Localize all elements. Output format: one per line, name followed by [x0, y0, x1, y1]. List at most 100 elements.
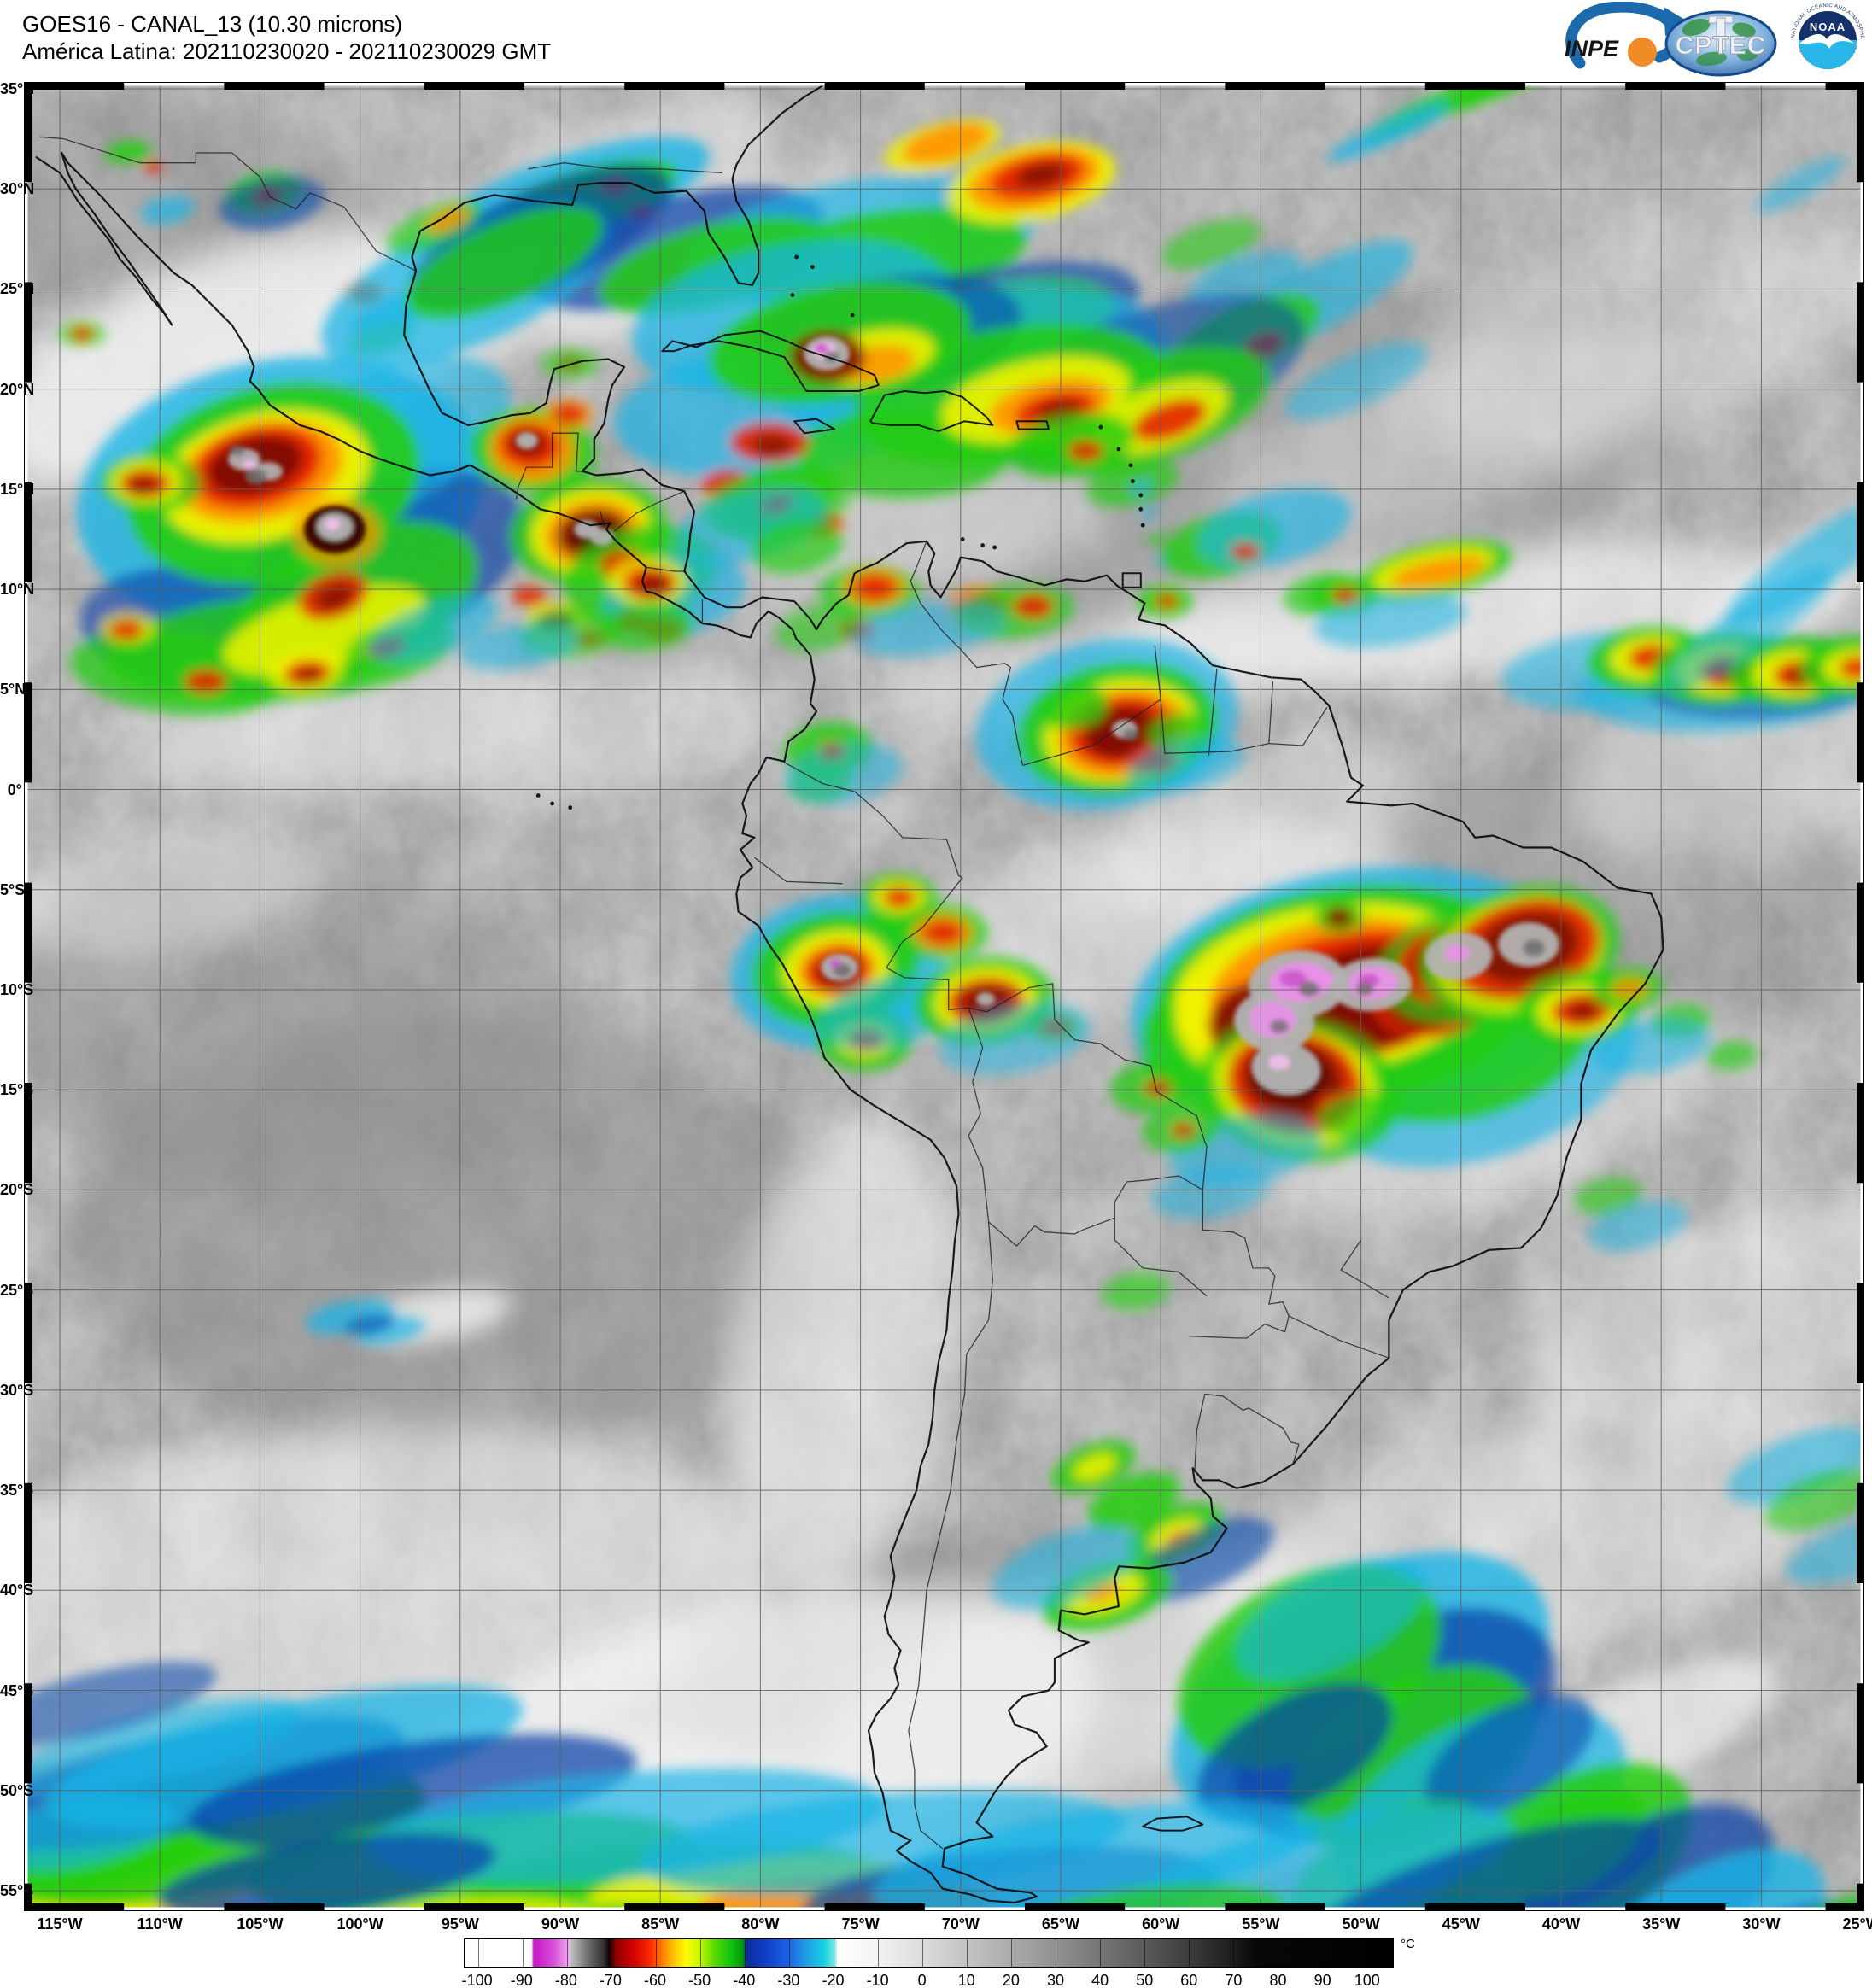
cloud-blob: [459, 621, 579, 670]
cloud-blob: [1727, 1426, 1864, 1505]
cptec-t-stem-icon: [1716, 17, 1726, 51]
colorbar-tick-label: 70: [1225, 1972, 1243, 1988]
cloud-blob: [219, 176, 325, 231]
cloud-blob: [992, 1526, 1139, 1610]
cloud-blob: [1251, 1042, 1321, 1096]
cloud-blob: [1037, 684, 1109, 730]
lon-label: 95°W: [441, 1915, 479, 1932]
colorbar-tick-label: 50: [1136, 1972, 1154, 1988]
cloud-blob: [512, 586, 547, 606]
cloud-blob: [1313, 972, 1335, 985]
cloud-blob: [24, 827, 321, 960]
lon-label: 65°W: [1041, 1915, 1080, 1932]
colorbar-tick-label: -50: [688, 1972, 711, 1988]
cloud-blob: [1568, 1001, 1599, 1021]
cloud-blob: [344, 1313, 395, 1336]
colorbar-tick: [699, 1939, 701, 1967]
cloud-blob: [1327, 102, 1454, 161]
cloud-blob: [1284, 342, 1428, 420]
cloud-blob: [600, 602, 694, 652]
cloud-blob: [1126, 737, 1244, 793]
cloud-blob: [426, 208, 471, 233]
cloud-blob: [1161, 218, 1261, 271]
cloud-blob: [590, 529, 614, 546]
colorbar-tick: [921, 1939, 923, 1967]
cloud-blob: [24, 1697, 301, 1798]
colorbar-tick: [877, 1939, 879, 1967]
colorbar-tick: [966, 1939, 968, 1967]
lon-label: 30°W: [1742, 1915, 1781, 1932]
cloud-blob: [1236, 1557, 1425, 1681]
cloud-blob: [553, 404, 585, 424]
lon-label: 110°W: [137, 1915, 183, 1932]
lon-label: 75°W: [841, 1915, 880, 1932]
cloud-blob: [157, 1833, 497, 1911]
lat-label: 40°S: [0, 1582, 34, 1599]
cloud-blob: [752, 436, 792, 456]
cloud-blob: [939, 1002, 1091, 1075]
lon-label: 80°W: [741, 1915, 780, 1932]
cloud-blob: [230, 446, 245, 456]
cloud-blob: [140, 195, 195, 225]
colorbar-tick: [1099, 1939, 1101, 1967]
colorbar-tick-label: 30: [1046, 1972, 1065, 1988]
cloud-blob: [1664, 566, 1834, 691]
cloud-blob: [1787, 1517, 1864, 1585]
cptec-logo-text: CPTEC: [1676, 32, 1767, 60]
inpe-orange-dot-icon: [1628, 38, 1657, 67]
cloud-blob: [1141, 508, 1158, 518]
graticule: [24, 82, 1864, 1911]
lon-label: 35°W: [1642, 1915, 1681, 1932]
cloud-blob: [1187, 250, 1303, 307]
lon-label: 55°W: [1242, 1915, 1280, 1932]
lat-label: 45°S: [0, 1681, 34, 1699]
colorbar-tick: [522, 1939, 524, 1967]
cloud-blob: [71, 327, 93, 341]
cloud-blob: [245, 469, 267, 484]
cloud-blob: [853, 575, 896, 600]
cloud-blob: [1318, 1093, 1395, 1137]
cloud-blob: [130, 477, 157, 493]
cloud-blob: [369, 594, 499, 663]
cloud-blob: [728, 1117, 959, 1592]
cloud-blob: [1706, 1040, 1758, 1071]
cloud-blob: [297, 667, 321, 682]
lat-label: 5°S: [0, 880, 26, 898]
colorbar-tick-label: -70: [599, 1972, 622, 1988]
colorbar-tick: [1321, 1939, 1323, 1967]
lat-label: 50°S: [0, 1781, 34, 1799]
lat-label: 30°N: [0, 180, 35, 198]
lat-label: 30°S: [0, 1381, 34, 1399]
cloud-blob: [224, 585, 425, 675]
cloud-blob: [852, 600, 1006, 657]
cloud-blob: [1279, 970, 1307, 987]
cloud-cores: [228, 336, 1559, 1096]
lon-label: 90°W: [541, 1915, 580, 1932]
cptec-logo: CPTEC: [1664, 10, 1777, 77]
lat-label: 25°S: [0, 1281, 34, 1299]
lat-label: 20°S: [0, 1181, 34, 1199]
cloud-blob: [1155, 594, 1178, 608]
colorbar-tick-label: 0: [917, 1972, 927, 1988]
cloud-blob: [516, 432, 538, 449]
colorbar-tick-label: 60: [1180, 1972, 1198, 1988]
cloud-blob: [1123, 728, 1138, 740]
cptec-land-icon: [1696, 51, 1727, 67]
cloud-blob: [903, 123, 990, 164]
satellite-map: [24, 82, 1864, 1911]
colorbar-tick-label: -100: [461, 1972, 493, 1988]
cloud-blob: [750, 520, 844, 575]
colorbar-tick-label: 90: [1313, 1972, 1331, 1988]
lat-label: 10°S: [0, 980, 34, 998]
cloud-blob: [1574, 1177, 1642, 1216]
cloud-blob: [1068, 441, 1103, 461]
colorbar-tick: [744, 1939, 746, 1967]
colorbar-tick-label: 10: [957, 1972, 975, 1988]
cptec-land-icon: [1737, 49, 1758, 61]
cloud-blob: [1313, 592, 1467, 648]
cloud-blob: [1588, 1201, 1688, 1252]
cloud-blob: [1356, 982, 1373, 996]
lon-label: 45°W: [1442, 1915, 1480, 1932]
colorbar-tick-label: -10: [866, 1972, 889, 1988]
map-frame: [24, 82, 1864, 1911]
